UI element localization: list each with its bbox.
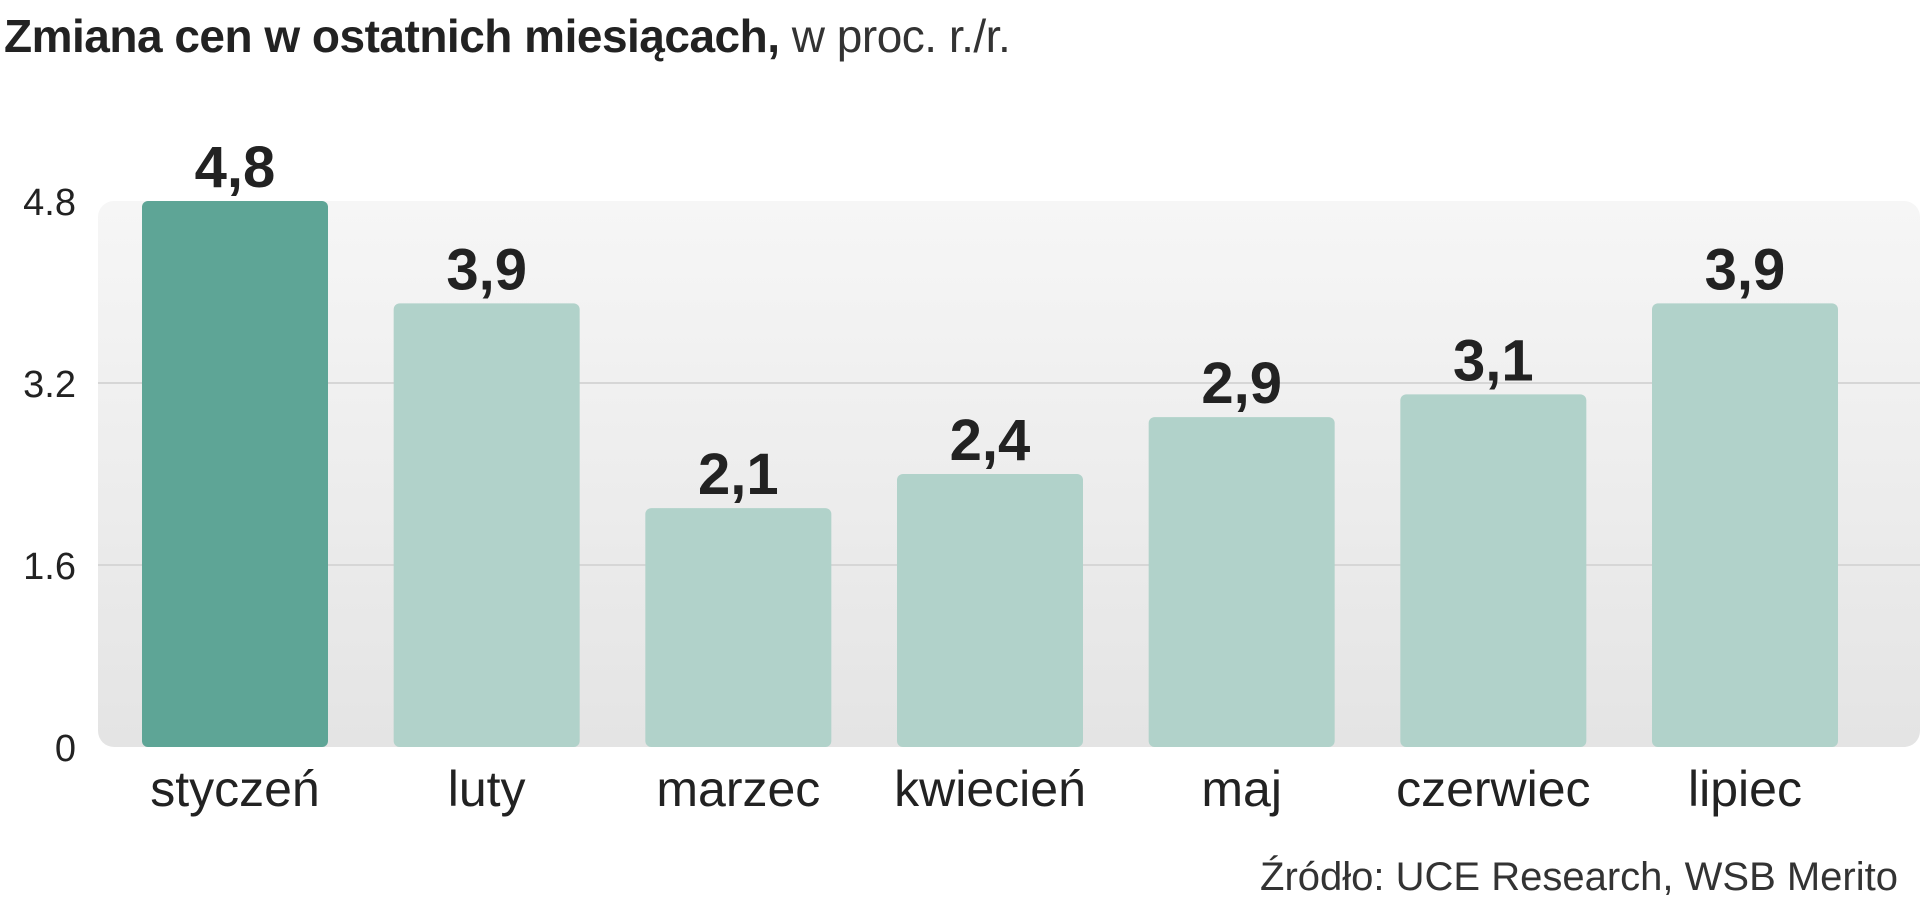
x-tick-label: marzec bbox=[656, 761, 820, 817]
y-axis-ticks: 0 1.6 3.2 4.8 bbox=[23, 182, 76, 770]
y-tick-label: 1.6 bbox=[23, 546, 76, 588]
bar bbox=[897, 474, 1083, 747]
data-label: 3,1 bbox=[1453, 328, 1534, 393]
bars bbox=[142, 201, 1838, 747]
data-label: 4,8 bbox=[195, 135, 276, 200]
x-tick-label: maj bbox=[1201, 761, 1282, 817]
chart-title-main: Zmiana cen w ostatnich miesiącach, bbox=[4, 10, 780, 62]
x-tick-label: styczeń bbox=[150, 761, 320, 817]
y-tick-label: 4.8 bbox=[23, 182, 76, 224]
bar bbox=[393, 303, 580, 747]
value-labels: 4,8 3,9 2,1 2,4 2,9 3,1 3,9 bbox=[195, 135, 1786, 507]
x-tick-label: luty bbox=[448, 761, 526, 817]
source-note: Źródło: UCE Research, WSB Merito bbox=[1260, 855, 1898, 899]
bar bbox=[645, 508, 832, 747]
bar bbox=[1148, 417, 1335, 747]
y-tick-label: 0 bbox=[55, 728, 76, 770]
data-label: 3,9 bbox=[446, 237, 527, 302]
chart-subtitle: w proc. r./r. bbox=[791, 10, 1011, 62]
x-tick-label: czerwiec bbox=[1396, 761, 1590, 817]
bar bbox=[1400, 394, 1587, 747]
bar bbox=[1652, 303, 1838, 747]
x-axis-labels: styczeń luty marzec kwiecień maj czerwiec lipi… bbox=[150, 761, 1802, 817]
x-tick-label: kwiecień bbox=[894, 761, 1086, 817]
data-label: 2,4 bbox=[950, 408, 1031, 473]
data-label: 3,9 bbox=[1705, 237, 1786, 302]
x-tick-label: lipiec bbox=[1688, 761, 1802, 817]
data-label: 2,9 bbox=[1201, 351, 1282, 416]
data-label: 2,1 bbox=[698, 442, 779, 507]
y-tick-label: 3.2 bbox=[23, 364, 76, 406]
bar bbox=[142, 201, 328, 747]
chart-title: Zmiana cen w ostatnich miesiącach, w pro… bbox=[4, 6, 1011, 66]
